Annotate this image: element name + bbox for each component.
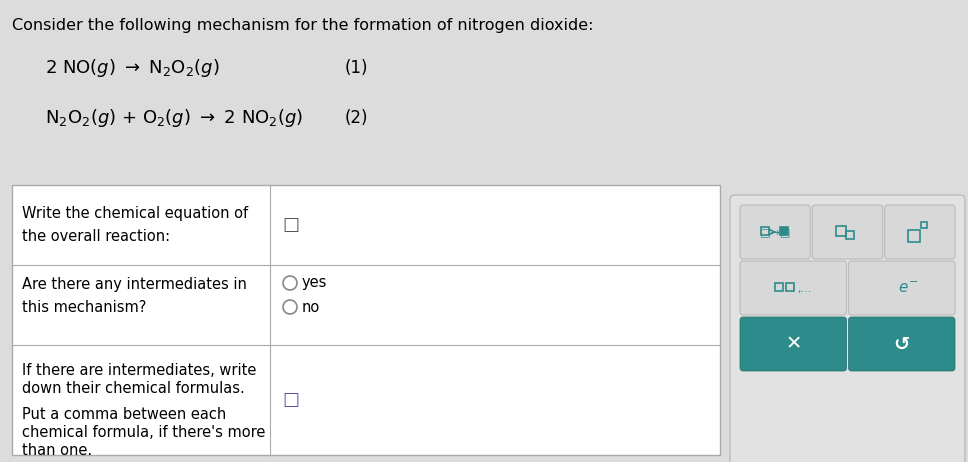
Text: □: □ [282,216,299,234]
Text: Are there any intermediates in: Are there any intermediates in [22,278,247,292]
Bar [835,226,845,236]
Text: yes: yes [302,275,327,291]
Text: this mechanism?: this mechanism? [22,299,146,315]
Bar [761,227,770,235]
Bar [845,231,854,239]
Text: (1): (1) [345,59,369,77]
Text: Put a comma between each: Put a comma between each [22,407,227,422]
Bar [908,230,920,242]
Bar [921,222,926,228]
Text: ✕: ✕ [785,334,802,353]
Text: (2): (2) [345,109,369,127]
Bar [12,185,720,455]
Bar [780,227,788,235]
Text: no: no [302,299,320,315]
Bar [775,283,783,291]
Text: If there are intermediates, write: If there are intermediates, write [22,363,257,378]
Bar [786,283,795,291]
Text: down their chemical formulas.: down their chemical formulas. [22,381,245,396]
Text: ,...: ,... [798,284,811,294]
Text: ↺: ↺ [893,334,910,353]
Text: than one.: than one. [22,443,92,458]
FancyBboxPatch shape [812,205,883,259]
Text: N$_2$O$_2$($\it{g}$) + O$_2$($\it{g}$) $\rightarrow$ 2 NO$_2$($\it{g}$): N$_2$O$_2$($\it{g}$) + O$_2$($\it{g}$) $… [45,107,303,129]
FancyBboxPatch shape [740,261,846,315]
Text: Write the chemical equation of
the overall reaction:: Write the chemical equation of the overa… [22,207,248,243]
FancyBboxPatch shape [740,317,846,371]
Text: □→□: □→□ [760,227,790,237]
Text: □: □ [282,391,299,409]
FancyBboxPatch shape [740,205,810,259]
Text: −: − [909,277,918,287]
FancyBboxPatch shape [849,317,955,371]
Text: Consider the following mechanism for the formation of nitrogen dioxide:: Consider the following mechanism for the… [12,18,593,33]
Text: 2 NO($\it{g}$) $\rightarrow$ N$_2$O$_2$($\it{g}$): 2 NO($\it{g}$) $\rightarrow$ N$_2$O$_2$(… [45,57,220,79]
FancyBboxPatch shape [885,205,955,259]
FancyBboxPatch shape [730,195,965,462]
Text: $e$: $e$ [897,280,908,296]
FancyBboxPatch shape [849,261,955,315]
Text: chemical formula, if there's more: chemical formula, if there's more [22,425,265,440]
